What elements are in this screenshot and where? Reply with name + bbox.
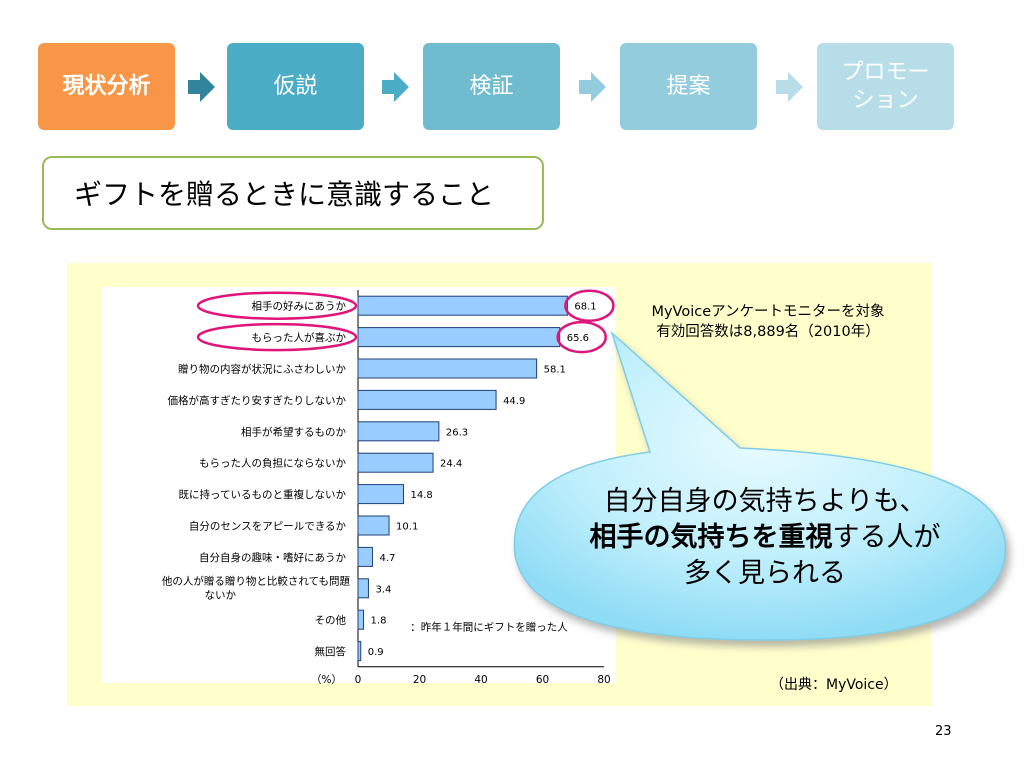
x-tick-label: 80 [597,674,610,686]
slide-title: ギフトを贈るときに意識すること [42,156,544,230]
bar-6 [357,452,434,473]
category-label: もらった人が喜ぶか [252,331,347,344]
category-label: もらった人の負担にならないか [199,458,346,470]
value-label: 65.6 [567,333,589,344]
value-label: 0.9 [368,647,384,658]
bar-11 [357,609,365,630]
bar-9 [357,546,373,567]
value-label: 1.8 [371,616,387,627]
callout-line2-rest: する人が [832,522,941,553]
process-step-label: 現状分析 [62,73,151,99]
process-step-label: プロモー ション [841,59,930,113]
bar-2 [357,327,561,348]
value-label: 44.9 [503,396,525,407]
survey-note: MyVoiceアンケートモニターを対象 有効回答数は8,889名（2010年） [618,302,918,342]
bar-10 [357,578,369,599]
category-label: 自分自身の趣味・嗜好にあうか [199,551,346,564]
bar-8 [357,515,390,536]
chart-annotation: ：昨年１年間にギフトを贈った人 [410,621,568,634]
process-step-label: 検証 [469,73,514,99]
value-label: 4.7 [379,553,395,564]
value-label: 24.4 [440,459,462,470]
callout-line3: 多く見られる [684,558,846,589]
step-arrow-icon [382,72,409,102]
highlight-value-ellipse [564,289,615,322]
value-label: 10.1 [396,522,418,533]
category-label: 他の人が贈る贈り物と比較されても問題 [162,574,351,587]
process-step-1: 現状分析 [38,43,175,130]
category-label: 価格が高すぎたり安すぎたりしないか [168,394,347,407]
page-number: 23 [935,724,952,739]
process-step-3: 検証 [423,43,560,130]
value-label: 26.3 [446,427,468,438]
value-label: 14.8 [411,490,433,501]
x-tick-label: 60 [536,674,549,686]
bar-5 [357,421,440,442]
process-step-label: 提案 [666,73,711,99]
survey-note-line2: 有効回答数は8,889名（2010年） [656,324,880,340]
bar-7 [357,484,405,505]
x-tick-label: 40 [474,674,487,686]
x-axis-label: （%） [311,674,342,686]
category-label: 自分のセンスをアピールできるか [189,520,347,533]
bar-12 [357,641,362,662]
value-label: 3.4 [375,584,391,595]
highlight-category-ellipse [196,322,358,352]
value-label: 68.1 [574,302,596,313]
callout-line1: 自分自身の気持ちよりも、 [603,486,927,517]
slide-title-text: ギフトを贈るときに意識すること [74,178,495,211]
x-tick-label: 0 [355,674,362,686]
callout-text: 自分自身の気持ちよりも、 相手の気持ちを重視する人が 多く見られる [515,484,1015,592]
process-step-4: 提案 [620,43,757,130]
category-label: 相手の好みにあうか [252,300,347,313]
callout-line2: 相手の気持ちを重視する人が [515,520,1015,556]
source-citation: （出典：MyVoice） [770,677,898,693]
step-arrow-icon [579,72,606,102]
bar-1 [357,295,568,316]
bar-3 [357,358,538,379]
survey-note-line1: MyVoiceアンケートモニターを対象 [651,304,885,320]
step-arrow-icon [188,72,215,102]
process-step-2: 仮説 [227,43,364,130]
process-step-label: 仮説 [273,73,318,99]
category-label: 無回答 [315,645,347,658]
value-label: 58.1 [544,365,566,376]
category-label: 既に持っているものと重複しないか [179,488,347,501]
highlight-value-ellipse [556,320,607,354]
callout-line2-bold: 相手の気持ちを重視 [589,522,833,553]
process-step-5: プロモー ション [817,43,954,130]
category-label-cont: ないか [205,589,237,601]
x-tick-label: 20 [413,674,426,686]
bar-4 [357,389,497,410]
step-arrow-icon [776,72,803,102]
category-label: 贈り物の内容が状況にふさわしいか [178,363,346,376]
category-label: その他 [315,614,347,627]
highlight-category-ellipse [196,291,358,320]
category-label: 相手が希望するものか [241,425,346,438]
